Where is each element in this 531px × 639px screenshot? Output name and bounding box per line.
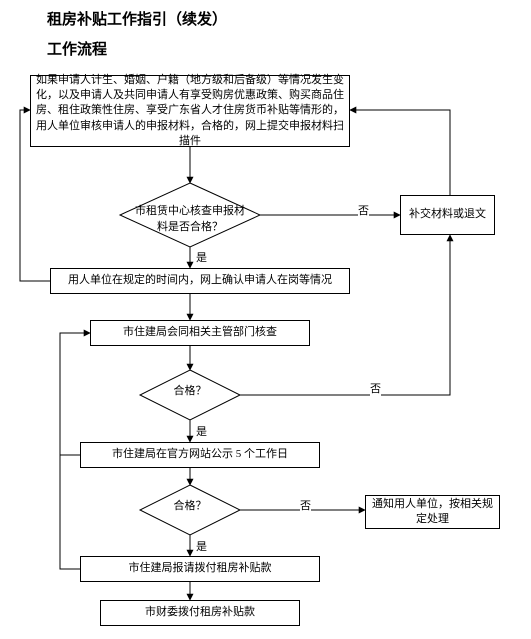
- flow-node-n6: 市财委拨付租房补贴款: [100, 600, 300, 626]
- flow-node-n5: 市住建局报请拨付租房补贴款: [80, 556, 320, 582]
- flowchart-page: { "title1": "租房补贴工作指引（续发）", "title2": "工…: [0, 0, 531, 639]
- flow-edge-10: [240, 235, 450, 395]
- flow-edge-label-10: 否: [370, 380, 381, 396]
- flow-diamond-d2: [140, 370, 240, 420]
- flow-node-n1: 如果申请人计生、婚姻、户籍（地方级和后备级）等情况发生变化，以及申请人及共同申请…: [30, 75, 350, 147]
- flow-node-s2: 通知用人单位，按相关规定处理: [365, 495, 500, 529]
- flow-node-n2: 用人单位在规定的时间内，网上确认申请人在岗等情况: [50, 268, 350, 294]
- flow-edge-14: [60, 455, 80, 569]
- flow-edge-label-4: 是: [196, 423, 207, 439]
- flow-node-s1: 补交材料或退文: [400, 195, 495, 235]
- flow-diamond-d1: [120, 183, 260, 247]
- flow-node-n4: 市住建局在官方网站公示 5 个工作日: [80, 442, 320, 468]
- flow-edge-9: [350, 110, 450, 195]
- flow-edge-label-6: 是: [196, 538, 207, 554]
- flow-edge-label-11: 否: [300, 497, 311, 513]
- flow-edge-label-8: 否: [358, 202, 369, 218]
- flow-node-n3: 市住建局会同相关主管部门核查: [90, 320, 310, 346]
- flow-edge-13: [60, 333, 90, 455]
- flow-edge-label-1: 是: [196, 249, 207, 265]
- flow-diamond-d3: [140, 485, 240, 535]
